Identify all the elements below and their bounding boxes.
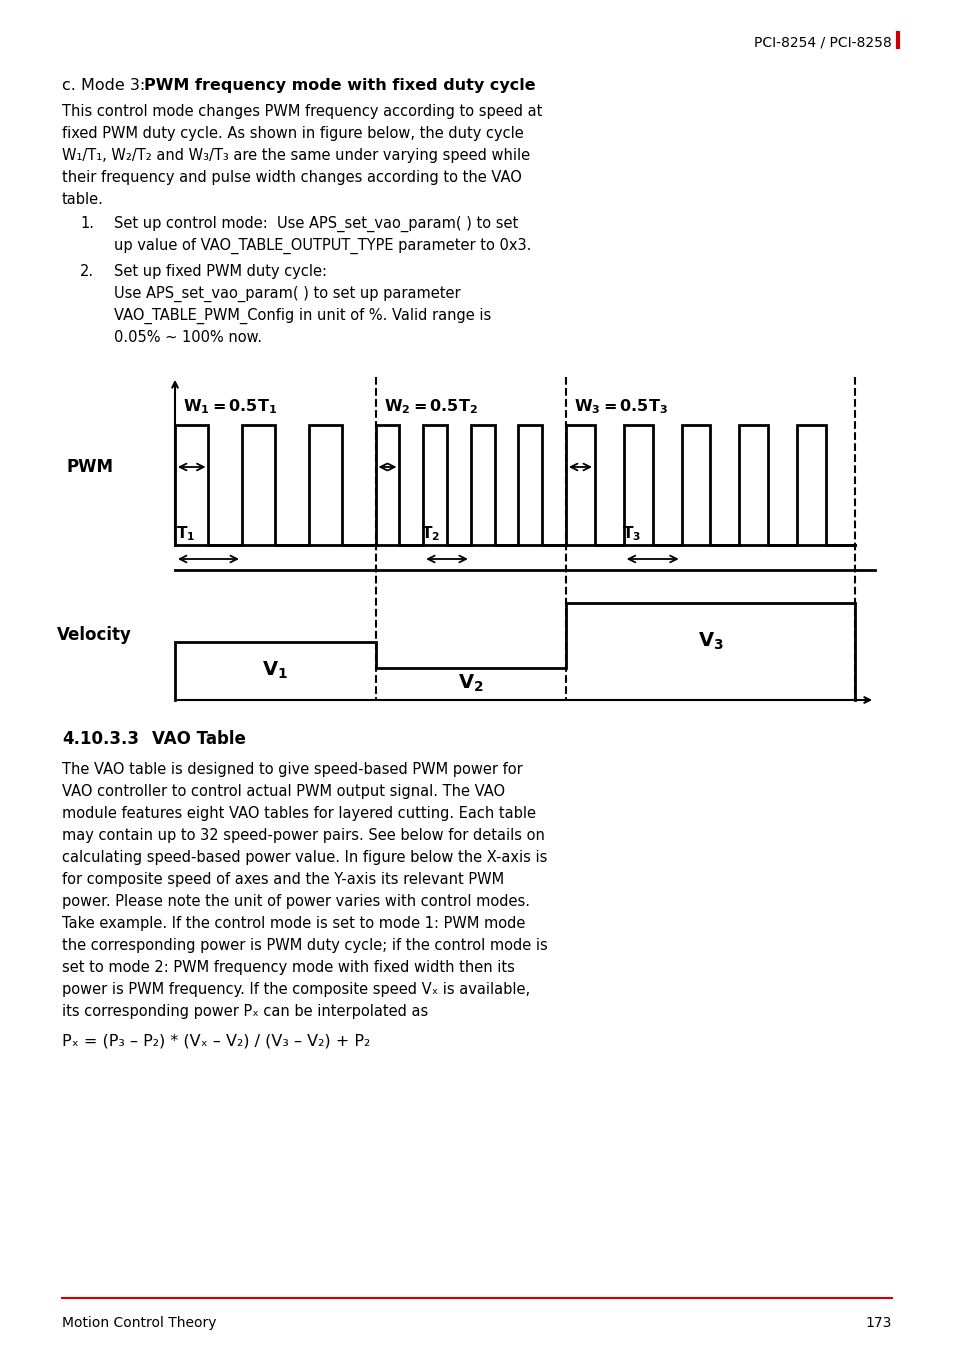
Text: The VAO table is designed to give speed-based PWM power for: The VAO table is designed to give speed-… — [62, 763, 522, 777]
Text: $\mathbf{T_2}$: $\mathbf{T_2}$ — [421, 525, 439, 544]
Text: 2.: 2. — [80, 264, 94, 279]
Text: set to mode 2: PWM frequency mode with fixed width then its: set to mode 2: PWM frequency mode with f… — [62, 960, 515, 975]
Text: up value of VAO_TABLE_OUTPUT_TYPE parameter to 0x3.: up value of VAO_TABLE_OUTPUT_TYPE parame… — [113, 238, 531, 254]
Text: Motion Control Theory: Motion Control Theory — [62, 1315, 216, 1330]
Text: Set up control mode:  Use APS_set_vao_param( ) to set: Set up control mode: Use APS_set_vao_par… — [113, 216, 517, 233]
Text: their frequency and pulse width changes according to the VAO: their frequency and pulse width changes … — [62, 170, 521, 185]
Text: This control mode changes PWM frequency according to speed at: This control mode changes PWM frequency … — [62, 104, 542, 119]
Text: VAO_TABLE_PWM_Config in unit of %. Valid range is: VAO_TABLE_PWM_Config in unit of %. Valid… — [113, 308, 491, 324]
Text: calculating speed-based power value. In figure below the X-axis is: calculating speed-based power value. In … — [62, 850, 547, 865]
Text: $\mathbf{T_3}$: $\mathbf{T_3}$ — [621, 525, 640, 544]
Text: power is PWM frequency. If the composite speed Vₓ is available,: power is PWM frequency. If the composite… — [62, 982, 530, 996]
Text: for composite speed of axes and the Y-axis its relevant PWM: for composite speed of axes and the Y-ax… — [62, 872, 503, 887]
Text: PWM frequency mode with fixed duty cycle: PWM frequency mode with fixed duty cycle — [144, 78, 535, 93]
Text: Set up fixed PWM duty cycle:: Set up fixed PWM duty cycle: — [113, 264, 327, 279]
Text: fixed PWM duty cycle. As shown in figure below, the duty cycle: fixed PWM duty cycle. As shown in figure… — [62, 126, 523, 141]
Text: $\mathbf{W_1=0.5T_1}$: $\mathbf{W_1=0.5T_1}$ — [183, 397, 276, 415]
Text: c. Mode 3:: c. Mode 3: — [62, 78, 155, 93]
Text: $\mathbf{V_3}$: $\mathbf{V_3}$ — [697, 630, 722, 652]
Text: 173: 173 — [864, 1315, 891, 1330]
Text: PCI-8254 / PCI-8258: PCI-8254 / PCI-8258 — [754, 35, 891, 49]
Text: $\mathbf{V_1}$: $\mathbf{V_1}$ — [262, 660, 288, 681]
Text: 0.05% ~ 100% now.: 0.05% ~ 100% now. — [113, 330, 262, 345]
Text: $\mathbf{W_3=0.5T_3}$: $\mathbf{W_3=0.5T_3}$ — [574, 397, 667, 415]
Text: VAO controller to control actual PWM output signal. The VAO: VAO controller to control actual PWM out… — [62, 784, 504, 799]
Text: $\mathbf{T_1}$: $\mathbf{T_1}$ — [175, 525, 195, 544]
Text: Use APS_set_vao_param( ) to set up parameter: Use APS_set_vao_param( ) to set up param… — [113, 287, 460, 303]
Text: 4.10.3.3: 4.10.3.3 — [62, 730, 139, 748]
Text: the corresponding power is PWM duty cycle; if the control mode is: the corresponding power is PWM duty cycl… — [62, 938, 547, 953]
Text: Velocity: Velocity — [57, 626, 132, 644]
Text: Take example. If the control mode is set to mode 1: PWM mode: Take example. If the control mode is set… — [62, 917, 525, 932]
Text: PWM: PWM — [67, 458, 113, 476]
Text: Pₓ = (P₃ – P₂) * (Vₓ – V₂) / (V₃ – V₂) + P₂: Pₓ = (P₃ – P₂) * (Vₓ – V₂) / (V₃ – V₂) +… — [62, 1034, 370, 1049]
Text: power. Please note the unit of power varies with control modes.: power. Please note the unit of power var… — [62, 894, 530, 909]
Text: VAO Table: VAO Table — [152, 730, 246, 748]
Text: W₁/T₁, W₂/T₂ and W₃/T₃ are the same under varying speed while: W₁/T₁, W₂/T₂ and W₃/T₃ are the same unde… — [62, 147, 530, 164]
Text: may contain up to 32 speed-power pairs. See below for details on: may contain up to 32 speed-power pairs. … — [62, 827, 544, 844]
Text: $\mathbf{W_2=0.5T_2}$: $\mathbf{W_2=0.5T_2}$ — [383, 397, 476, 415]
Text: $\mathbf{V_2}$: $\mathbf{V_2}$ — [457, 673, 483, 695]
Text: 1.: 1. — [80, 216, 94, 231]
Text: its corresponding power Pₓ can be interpolated as: its corresponding power Pₓ can be interp… — [62, 1005, 428, 1019]
Text: module features eight VAO tables for layered cutting. Each table: module features eight VAO tables for lay… — [62, 806, 536, 821]
Text: table.: table. — [62, 192, 104, 207]
